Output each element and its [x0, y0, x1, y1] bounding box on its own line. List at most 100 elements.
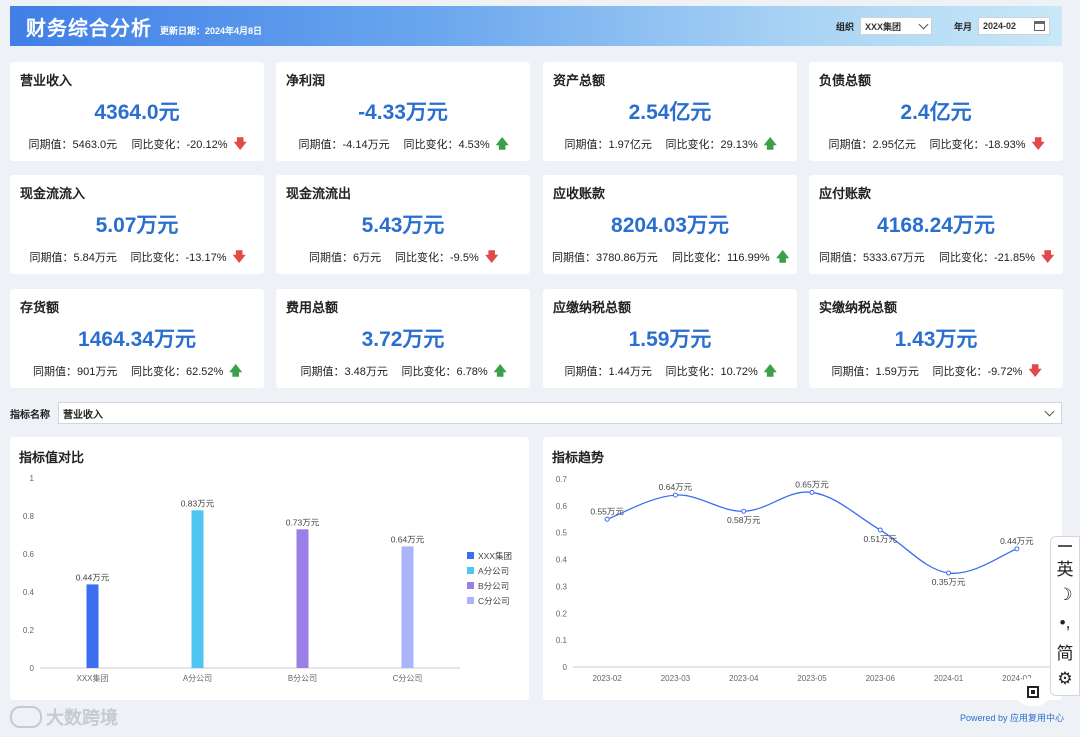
data-point	[877, 527, 883, 533]
kpi-card: 应收账款 8204.03万元 同期值：3780.86万元 同比变化：116.99% 🡅	[543, 175, 797, 274]
data-point	[672, 492, 678, 498]
kpi-prev-value: 同期值：1.44万元	[564, 366, 652, 378]
kpi-change: 同比变化：-9.5%	[395, 252, 479, 264]
x-tick-label: 2023-04	[729, 674, 759, 683]
ime-punctuation-toggle[interactable]: •,	[1059, 613, 1071, 632]
kpi-value: 4364.0元	[94, 101, 180, 124]
arrow-down-icon: 🡇	[1028, 363, 1042, 378]
arrow-up-icon: 🡅	[763, 136, 777, 151]
bar-chart-title: 指标值对比	[19, 450, 85, 465]
org-select-value: XXX集团	[864, 21, 901, 32]
org-select[interactable]: XXX集团	[859, 17, 932, 35]
kpi-card: 资产总额 2.54亿元 同期值：1.97亿元 同比变化：29.13% 🡅	[543, 62, 797, 161]
kpi-title: 应缴纳税总额	[553, 300, 632, 315]
ime-lang-toggle[interactable]: 英	[1056, 559, 1074, 579]
kpi-card: 实缴纳税总额 1.43万元 同期值：1.59万元 同比变化：-9.72% 🡇	[809, 289, 1063, 388]
line-chart-title: 指标趋势	[552, 450, 605, 465]
fullscreen-button[interactable]	[1016, 678, 1050, 706]
x-tick-label: 2023-02	[592, 674, 622, 683]
org-label: 组织	[835, 21, 854, 32]
kpi-prev-value: 同期值：3.48万元	[300, 366, 388, 378]
bar	[296, 529, 309, 668]
legend-entry: B分公司	[478, 581, 509, 591]
kpi-prev-value: 同期值：901万元	[33, 366, 118, 378]
data-point	[604, 516, 610, 522]
kpi-value: 1464.34万元	[78, 328, 196, 351]
kpi-card: 费用总额 3.72万元 同期值：3.48万元 同比变化：6.78% 🡅	[276, 289, 530, 388]
gear-icon[interactable]: ⚙	[1057, 669, 1073, 688]
legend-entry: XXX集团	[478, 551, 512, 561]
bar-chart-panel: 指标值对比 0 0.2 0.4 0.6 0.8 1 0.44万元 XXX集团 0.83万元 A分公…	[10, 437, 529, 700]
x-tick-label: A分公司	[183, 674, 212, 683]
bar-value-label: 0.73万元	[286, 517, 320, 527]
kpi-title: 存货额	[20, 300, 60, 315]
legend-entry: A分公司	[478, 566, 509, 576]
bar	[401, 546, 414, 668]
kpi-card: 净利润 -4.33万元 同期值：-4.14万元 同比变化：4.53% 🡅	[276, 62, 530, 161]
y-tick-label: 1	[30, 474, 35, 483]
bar-value-label: 0.83万元	[181, 498, 215, 508]
arrow-down-icon: 🡇	[233, 136, 247, 151]
month-label: 年月	[953, 21, 972, 32]
arrow-up-icon: 🡅	[229, 363, 243, 378]
arrow-up-icon: 🡅	[493, 363, 507, 378]
kpi-change: 同比变化：62.52%	[131, 366, 224, 378]
kpi-change: 同比变化：116.99%	[672, 252, 770, 264]
indicator-label: 指标名称	[10, 409, 50, 421]
kpi-title: 负债总额	[819, 73, 872, 88]
y-tick-label: 0.2	[556, 609, 568, 618]
arrow-down-icon: 🡇	[1041, 249, 1055, 264]
bar-chart: 0 0.2 0.4 0.6 0.8 1 0.44万元 XXX集团 0.83万元 A分公司 0.73万…	[23, 474, 512, 683]
watermark: 大数跨境	[10, 704, 118, 730]
ime-toolbar: 英 ☽ •, 简 ⚙	[1050, 536, 1080, 696]
legend-swatch	[467, 552, 474, 559]
y-tick-label: 0.8	[23, 512, 35, 521]
ime-simplified-toggle[interactable]: 简	[1056, 643, 1074, 663]
kpi-value: 8204.03万元	[611, 214, 729, 237]
kpi-value: 1.59万元	[628, 328, 712, 351]
x-tick-label: B分公司	[288, 674, 317, 683]
kpi-card: 营业收入 4364.0元 同期值：5463.0元 同比变化：-20.12% 🡇	[10, 62, 264, 161]
x-tick-label: C分公司	[393, 674, 423, 683]
moon-icon[interactable]: ☽	[1057, 585, 1073, 604]
calendar-icon	[1034, 21, 1045, 31]
y-tick-label: 0.1	[556, 636, 568, 645]
kpi-value: 3.72万元	[361, 328, 445, 351]
legend-swatch	[467, 597, 474, 604]
kpi-card: 应付账款 4168.24万元 同期值：5333.67万元 同比变化：-21.85% 🡇	[809, 175, 1063, 274]
point-value-label: 0.35万元	[932, 577, 966, 587]
kpi-title: 实缴纳税总额	[819, 300, 898, 315]
watermark-text: 大数跨境	[46, 708, 118, 728]
data-point	[1014, 546, 1020, 552]
fullscreen-icon	[1027, 686, 1039, 698]
kpi-prev-value: 同期值：5463.0元	[28, 139, 118, 151]
month-picker[interactable]: 2024-02	[978, 17, 1050, 35]
y-tick-label: 0.7	[556, 475, 568, 484]
kpi-prev-value: 同期值：6万元	[309, 252, 382, 264]
ime-drag-handle[interactable]	[1058, 545, 1072, 547]
kpi-value: 2.4亿元	[900, 101, 972, 124]
data-point	[741, 508, 747, 514]
kpi-change: 同比变化：-9.72%	[932, 366, 1023, 378]
arrow-up-icon: 🡅	[776, 249, 790, 264]
legend-entry: C分公司	[478, 596, 510, 606]
x-tick-label: XXX集团	[76, 673, 108, 683]
powered-by: Powered by 应用复用中心	[959, 713, 1064, 723]
y-tick-label: 0	[563, 663, 568, 672]
kpi-change: 同比变化：-20.12%	[131, 139, 228, 151]
kpi-title: 应付账款	[819, 186, 872, 201]
watermark-logo-icon	[10, 706, 42, 728]
indicator-select[interactable]: 营业收入	[58, 402, 1062, 424]
header-filters: 组织 XXX集团 年月 2024-02	[836, 17, 1050, 35]
update-date: 更新日期：2024年4月8日	[160, 25, 263, 36]
kpi-change: 同比变化：4.53%	[403, 139, 490, 151]
x-tick-label: 2023-05	[797, 674, 827, 683]
arrow-down-icon: 🡇	[485, 249, 499, 264]
kpi-prev-value: 同期值：2.95亿元	[828, 139, 916, 151]
kpi-title: 应收账款	[553, 186, 606, 201]
y-tick-label: 0.6	[556, 502, 568, 511]
kpi-value: 5.43万元	[361, 214, 445, 237]
y-tick-label: 0.5	[556, 529, 568, 538]
kpi-change: 同比变化：-21.85%	[939, 252, 1035, 264]
chevron-down-icon	[1044, 406, 1055, 417]
